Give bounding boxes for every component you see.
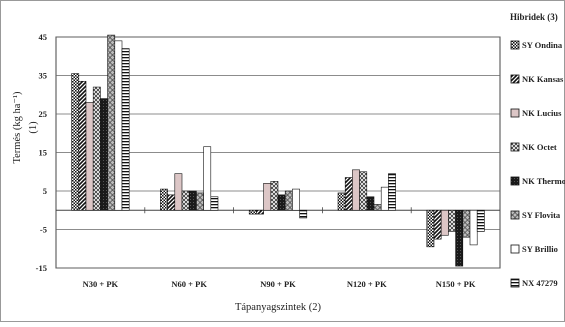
legend-swatch bbox=[510, 40, 520, 50]
bar bbox=[160, 188, 168, 211]
y-tick-label: 45 bbox=[39, 32, 48, 42]
bar bbox=[462, 209, 471, 238]
bar bbox=[373, 204, 382, 211]
x-category-label: N150 + PK bbox=[436, 279, 476, 289]
bar bbox=[433, 209, 442, 240]
bar bbox=[359, 171, 368, 211]
bar bbox=[196, 192, 204, 211]
bar bbox=[426, 209, 435, 248]
legend-swatch bbox=[510, 176, 520, 186]
bar bbox=[114, 40, 123, 211]
bar bbox=[85, 102, 94, 211]
bar bbox=[78, 80, 87, 211]
x-category-label: N30 + PK bbox=[83, 279, 119, 289]
bar bbox=[174, 173, 183, 211]
bar bbox=[284, 190, 293, 211]
legend-swatch bbox=[510, 244, 520, 254]
y-axis-note: (1) bbox=[28, 121, 39, 134]
legend-label: SY Ondina bbox=[522, 40, 563, 50]
legend-swatch bbox=[510, 74, 520, 84]
bar bbox=[181, 190, 190, 211]
y-tick-label: 25 bbox=[39, 109, 48, 119]
bar bbox=[121, 48, 130, 211]
bar bbox=[299, 209, 308, 219]
bar bbox=[440, 209, 449, 236]
bar bbox=[337, 192, 346, 211]
legend-swatch bbox=[510, 278, 520, 288]
bar bbox=[71, 73, 80, 211]
y-tick-label: 35 bbox=[39, 71, 48, 81]
y-tick-label: 15 bbox=[39, 148, 48, 158]
bar bbox=[263, 183, 272, 211]
legend-swatch bbox=[510, 210, 520, 220]
bar bbox=[107, 34, 116, 211]
legend-swatch bbox=[510, 142, 520, 152]
bar bbox=[476, 209, 485, 232]
legend-label: NK Octet bbox=[522, 142, 557, 152]
y-tick-label: 5 bbox=[43, 186, 47, 196]
x-axis-title: Tápanyagszintek (2) bbox=[235, 302, 322, 313]
legend-label: SY Brillio bbox=[522, 244, 558, 254]
bar bbox=[210, 196, 219, 211]
legend-label: NK Thermo bbox=[522, 176, 565, 186]
bar bbox=[344, 177, 353, 211]
legend-label: SY Flovita bbox=[522, 210, 561, 220]
x-category-label: N120 + PK bbox=[347, 279, 387, 289]
bar bbox=[455, 209, 464, 267]
bar bbox=[352, 169, 360, 211]
legend-label: NX 47279 bbox=[522, 278, 558, 288]
y-axis-title: Termés (kg ha⁻¹) bbox=[12, 91, 23, 164]
legend-title: Hibridek (3) bbox=[510, 12, 558, 22]
x-category-label: N90 + PK bbox=[260, 279, 296, 289]
bar bbox=[248, 209, 257, 215]
bar bbox=[292, 188, 300, 211]
bar bbox=[469, 209, 478, 246]
bar bbox=[256, 209, 264, 215]
legend-swatch bbox=[510, 108, 520, 118]
bar bbox=[380, 186, 389, 211]
y-tick-label: -15 bbox=[36, 263, 47, 273]
x-category-label: N60 + PK bbox=[171, 279, 207, 289]
legend-label: NK Kansas bbox=[522, 74, 564, 84]
bar bbox=[92, 86, 101, 211]
bar bbox=[270, 181, 279, 211]
bar bbox=[366, 196, 375, 211]
bar bbox=[277, 194, 286, 211]
bar bbox=[448, 209, 456, 232]
bar bbox=[167, 194, 176, 211]
bar bbox=[203, 146, 212, 211]
y-tick-label: -5 bbox=[40, 225, 47, 235]
bar bbox=[100, 98, 108, 211]
legend-label: NK Lucius bbox=[522, 108, 562, 118]
bar bbox=[188, 190, 197, 211]
bar bbox=[388, 173, 396, 211]
